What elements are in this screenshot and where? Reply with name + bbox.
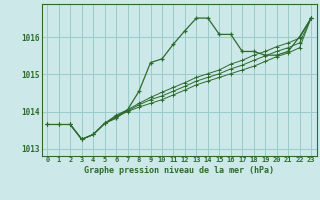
X-axis label: Graphe pression niveau de la mer (hPa): Graphe pression niveau de la mer (hPa) <box>84 166 274 175</box>
